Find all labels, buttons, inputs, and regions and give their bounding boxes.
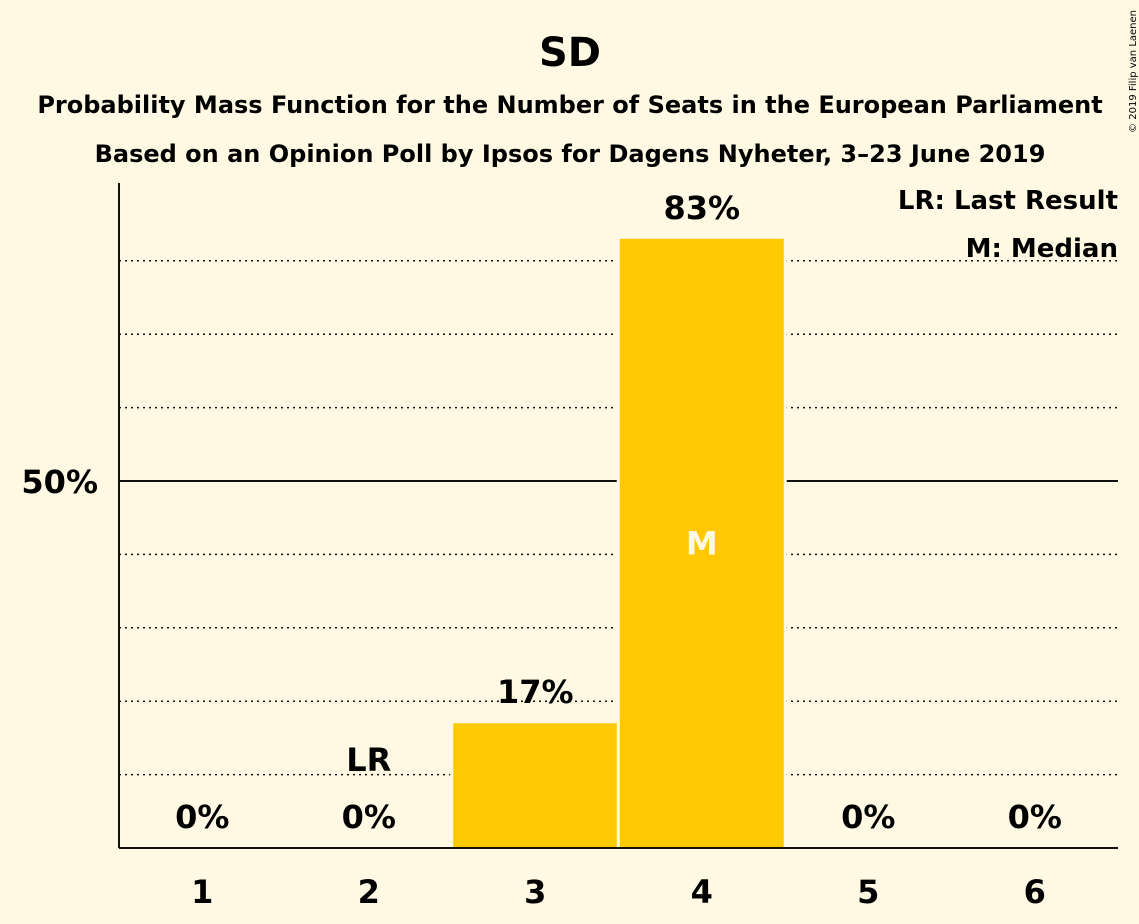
labels: 1 0% 2 0% 3 17% 4 83% 5 0% 6 0% LR M <box>175 189 1062 911</box>
median-marker: M <box>686 524 718 562</box>
x-tick-label-1: 1 <box>191 873 213 911</box>
legend-median: M: Median <box>966 234 1118 264</box>
x-tick-label-3: 3 <box>524 873 546 911</box>
data-label-4: 83% <box>663 189 740 227</box>
x-tick-label-2: 2 <box>358 873 380 911</box>
copyright-notice: © 2019 Filip van Laenen <box>1128 10 1139 133</box>
chart-subtitle-2: Based on an Opinion Poll by Ipsos for Da… <box>95 140 1046 168</box>
bar-4 <box>619 238 784 848</box>
x-tick-label-5: 5 <box>857 873 879 911</box>
last-result-marker: LR <box>346 741 391 779</box>
data-label-1: 0% <box>175 798 229 836</box>
bar-3 <box>453 723 618 848</box>
legend-last-result: LR: Last Result <box>898 186 1118 216</box>
bars <box>450 235 787 848</box>
data-label-3: 17% <box>497 673 574 711</box>
data-label-6: 0% <box>1008 798 1062 836</box>
chart-subtitle-1: Probability Mass Function for the Number… <box>37 91 1102 119</box>
x-tick-label-4: 4 <box>691 873 713 911</box>
y-tick-label-50: 50% <box>21 463 98 501</box>
data-label-2: 0% <box>342 798 396 836</box>
chart-title: SD <box>539 30 601 76</box>
x-tick-label-6: 6 <box>1024 873 1046 911</box>
data-label-5: 0% <box>841 798 895 836</box>
